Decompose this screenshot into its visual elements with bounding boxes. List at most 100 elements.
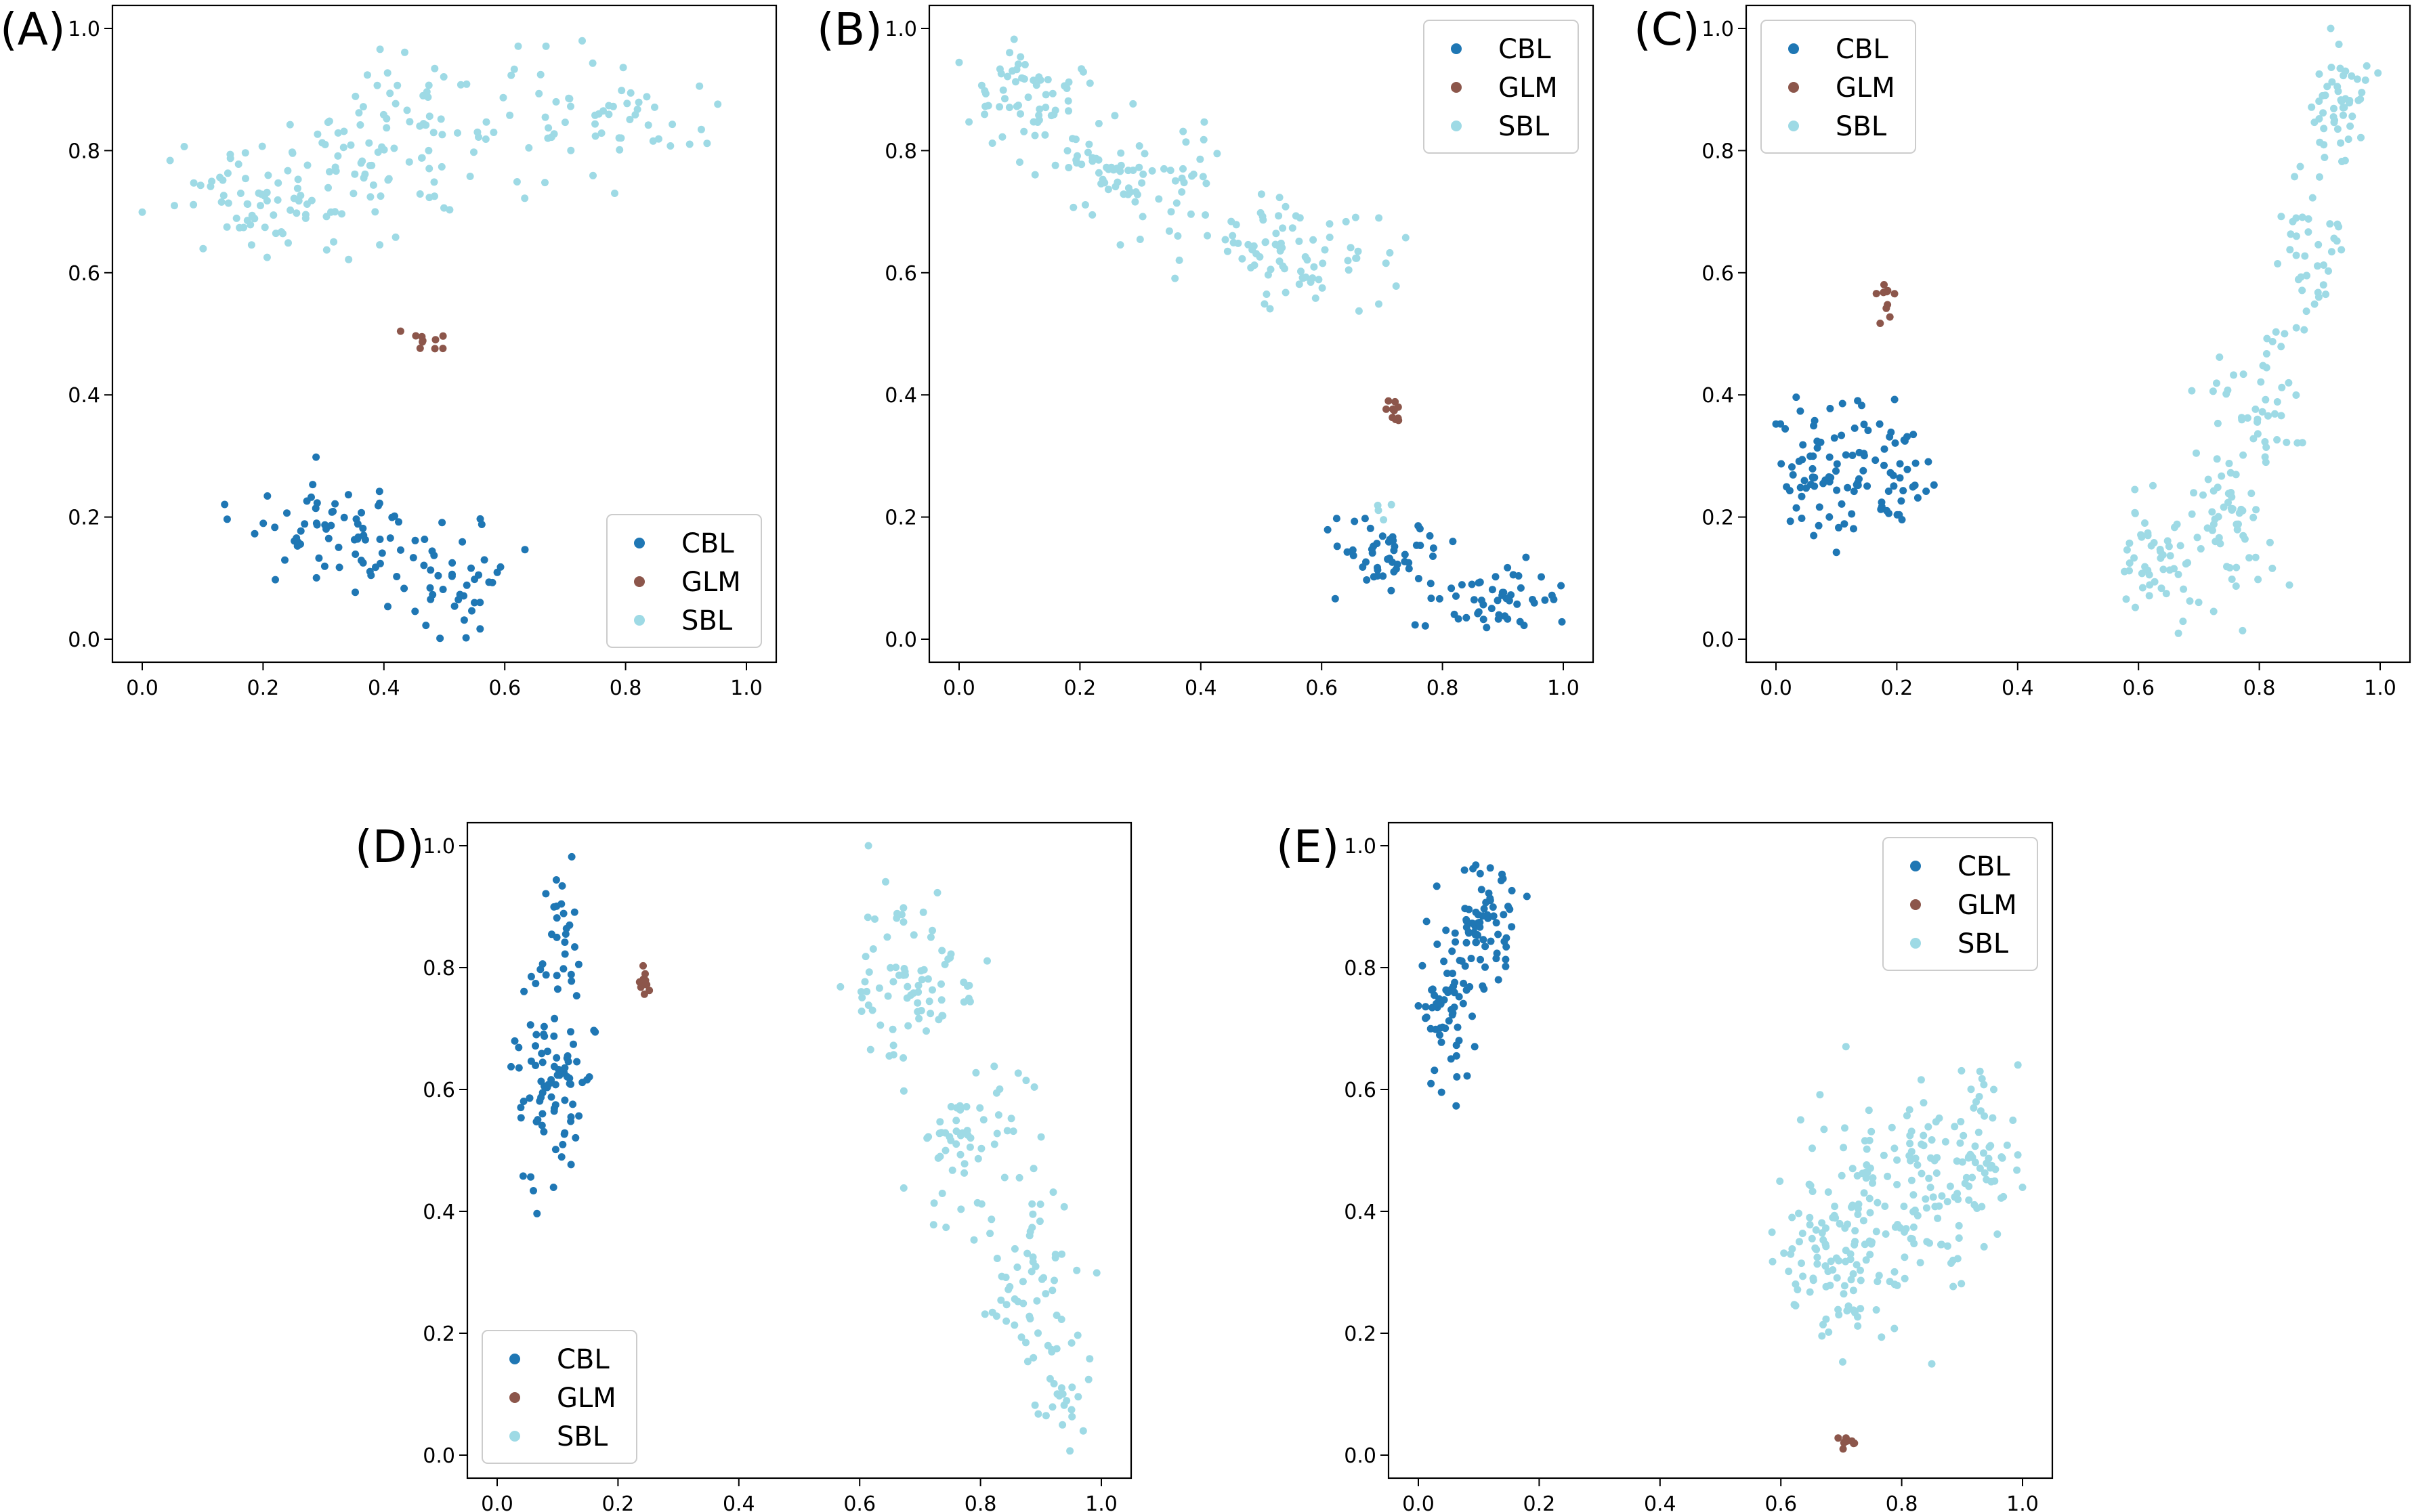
point-sbl: [996, 103, 1004, 111]
legend-label-cbl: CBL: [681, 528, 734, 559]
point-sbl: [314, 130, 322, 138]
point-sbl: [1907, 1176, 1916, 1184]
point-sbl: [1839, 1358, 1846, 1366]
point-cbl: [1460, 866, 1468, 874]
point-sbl: [2357, 133, 2365, 142]
point-sbl: [920, 966, 928, 974]
point-sbl: [2249, 513, 2258, 521]
point-sbl: [2238, 416, 2246, 424]
point-sbl: [2273, 436, 2281, 444]
point-sbl: [2180, 585, 2188, 593]
point-sbl: [2287, 230, 2295, 238]
point-cbl: [526, 1021, 534, 1029]
point-cbl: [1405, 559, 1413, 567]
point-sbl: [440, 204, 448, 212]
point-sbl: [1031, 131, 1039, 139]
point-sbl: [952, 1117, 960, 1125]
point-sbl: [1042, 104, 1050, 112]
point-sbl: [355, 109, 363, 117]
point-sbl: [2283, 438, 2291, 446]
point-cbl: [538, 1121, 546, 1129]
point-sbl: [938, 1190, 946, 1197]
point-sbl: [1047, 112, 1055, 120]
point-sbl: [889, 1025, 897, 1033]
point-sbl: [1980, 1081, 1988, 1089]
point-sbl: [1925, 1174, 1933, 1182]
point-sbl: [2271, 410, 2279, 418]
point-sbl: [466, 173, 474, 180]
point-sbl: [993, 1255, 1001, 1262]
legend-label-cbl: CBL: [1958, 851, 2010, 882]
point-sbl: [2209, 487, 2218, 495]
point-cbl: [335, 543, 343, 551]
point-cbl: [1475, 579, 1483, 587]
point-sbl: [1938, 1192, 1946, 1200]
point-sbl: [358, 157, 366, 165]
point-sbl: [1256, 209, 1265, 217]
point-cbl: [1477, 886, 1485, 894]
point-sbl: [2323, 83, 2331, 91]
point-sbl: [303, 161, 312, 169]
point-cbl: [1366, 524, 1374, 532]
point-sbl: [960, 978, 968, 987]
point-sbl: [2247, 490, 2256, 498]
point-sbl: [345, 255, 353, 263]
point-cbl: [1448, 947, 1456, 955]
point-sbl: [365, 139, 373, 147]
point-cbl: [562, 930, 570, 938]
legend-label-cbl: CBL: [557, 1344, 610, 1375]
point-sbl: [2310, 118, 2319, 127]
point-sbl: [2348, 72, 2356, 80]
point-sbl: [1266, 305, 1274, 313]
point-sbl: [350, 190, 358, 198]
point-sbl: [2374, 69, 2382, 77]
point-cbl: [561, 950, 569, 958]
point-cbl: [1449, 538, 1457, 546]
point-sbl: [1011, 1321, 1019, 1329]
point-sbl: [1951, 1123, 1959, 1131]
point-sbl: [536, 70, 545, 79]
point-sbl: [2239, 506, 2247, 515]
point-cbl: [567, 970, 575, 978]
point-sbl: [1174, 232, 1182, 240]
point-sbl: [1981, 1169, 1989, 1177]
point-cbl: [1427, 595, 1435, 603]
point-sbl: [1014, 1069, 1022, 1077]
point-sbl: [1832, 1214, 1840, 1222]
point-cbl: [1324, 525, 1332, 534]
point-sbl: [2327, 64, 2335, 71]
point-cbl: [553, 1071, 562, 1079]
point-cbl: [271, 523, 279, 532]
point-glm: [1389, 414, 1397, 422]
point-cbl: [429, 590, 437, 599]
point-sbl: [390, 144, 398, 152]
point-cbl: [1443, 970, 1451, 977]
point-sbl: [190, 200, 198, 209]
point-sbl: [1865, 1136, 1874, 1144]
point-sbl: [2174, 629, 2182, 637]
point-sbl: [513, 178, 521, 186]
point-cbl: [1363, 576, 1371, 584]
point-sbl: [1093, 1269, 1101, 1277]
point-sbl: [2125, 559, 2134, 567]
point-sbl: [1824, 1188, 1832, 1196]
point-sbl: [1023, 1358, 1032, 1366]
panel-label: (C): [1634, 3, 1700, 56]
point-sbl: [1073, 1266, 1081, 1274]
point-sbl: [1822, 1282, 1830, 1291]
point-sbl: [1051, 1276, 1058, 1284]
point-sbl: [957, 1205, 965, 1213]
point-sbl: [1840, 1144, 1848, 1152]
point-cbl: [532, 980, 540, 987]
point-cbl: [1860, 420, 1868, 429]
point-cbl: [1426, 532, 1434, 540]
point-cbl: [1848, 510, 1856, 518]
point-sbl: [1863, 1145, 1871, 1153]
point-sbl: [394, 81, 402, 89]
legend-marker-glm: [1451, 82, 1462, 93]
point-cbl: [1806, 452, 1815, 460]
point-sbl: [1139, 170, 1147, 178]
point-sbl: [2274, 260, 2282, 267]
point-cbl: [1501, 612, 1509, 620]
point-sbl: [1850, 1306, 1858, 1314]
